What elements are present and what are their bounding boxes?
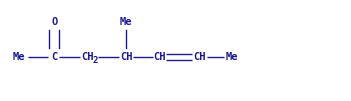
Text: Me: Me (225, 52, 238, 62)
Text: CH: CH (81, 52, 93, 62)
Text: C: C (51, 52, 58, 62)
Text: O: O (51, 17, 58, 27)
Text: CH: CH (153, 52, 166, 62)
Text: CH: CH (193, 52, 206, 62)
Text: Me: Me (13, 52, 26, 62)
Text: CH: CH (120, 52, 133, 62)
Text: 2: 2 (92, 56, 98, 65)
Text: Me: Me (120, 17, 133, 27)
